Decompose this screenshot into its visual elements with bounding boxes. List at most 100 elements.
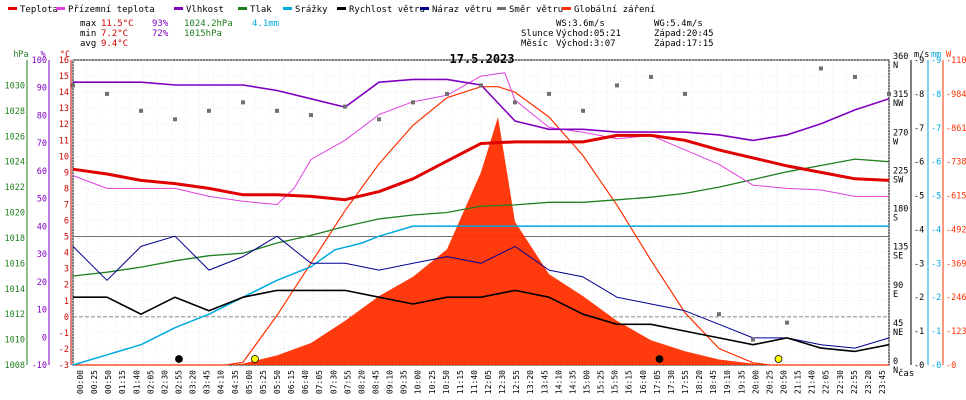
- axis-tick-label: 5: [64, 233, 69, 243]
- axis-tick-label: 1018: [5, 234, 25, 244]
- axis-tick-label: -3: [931, 259, 941, 269]
- wind-direction-point: [853, 74, 857, 79]
- axis-tick-label: 1016: [5, 259, 25, 269]
- axis-tick-label: -0: [914, 361, 924, 371]
- axis-tick-label: 12: [59, 120, 69, 130]
- axis-tick-label: 1026: [5, 132, 25, 142]
- axis-tick-label: 4: [64, 249, 69, 259]
- axis-tick-label: 70: [37, 139, 47, 149]
- stat-value: Západ:20:45: [654, 29, 714, 39]
- stat-value: 4.1mm: [252, 19, 279, 29]
- x-tick-label: 14:35: [568, 370, 577, 394]
- stat-value: max: [80, 19, 97, 29]
- direction-tick-label: 225: [893, 166, 908, 176]
- direction-letter-label: SE: [893, 252, 903, 262]
- x-tick-label: 08:45: [371, 370, 380, 394]
- x-tick-label: 19:35: [737, 370, 746, 394]
- wind-direction-point: [343, 104, 347, 109]
- wind-direction-point: [717, 312, 721, 317]
- stat-value: Východ:3:07: [556, 39, 616, 49]
- stat-value: Východ:05:21: [556, 29, 621, 39]
- series-line-rychlost-v-tru: [73, 289, 890, 353]
- x-tick-label: 18:45: [709, 370, 718, 394]
- wind-direction-point: [649, 74, 653, 79]
- direction-letter-label: E: [893, 290, 898, 300]
- axis-tick-label: 8: [64, 184, 69, 194]
- axis-tick-label: -7: [914, 124, 924, 134]
- x-tick-label: 04:10: [217, 370, 226, 394]
- axis-tick-label: -123: [946, 327, 966, 337]
- axis-tick-label: -8: [914, 90, 924, 100]
- wind-direction-point: [887, 91, 891, 96]
- stat-value: 93%: [152, 19, 169, 29]
- series-line-sr-ky: [72, 225, 889, 366]
- series-layer: [71, 66, 891, 366]
- axis-tick-label: 1008: [5, 361, 25, 371]
- x-tick-label: 15:25: [597, 370, 606, 394]
- x-tick-label: 12:55: [512, 370, 521, 394]
- x-tick-label: 05:00: [245, 370, 254, 394]
- axis-tick-label: 40: [37, 222, 47, 232]
- moonrise-marker: [175, 355, 183, 363]
- wind-direction-point: [581, 108, 585, 113]
- direction-letter-label: S: [893, 214, 898, 224]
- chart-title: 17.5.2023: [449, 52, 514, 66]
- wind-direction-point: [751, 337, 755, 342]
- axis-tick-label: -6: [931, 158, 941, 168]
- x-axis: 00:00 00:25 00:50 01:15 01:40 02:05 02:30 02:55…: [76, 370, 887, 394]
- legend-label: Náraz větru: [432, 5, 492, 15]
- axis-tick-label: 2: [64, 281, 69, 291]
- x-tick-label: 09:35: [400, 370, 409, 394]
- stat-value: min: [80, 29, 96, 39]
- right-axes: 0N45NE90E135SE180S225SW270W315NW360Nm/s-…: [893, 50, 966, 376]
- axis-tick-label: -3: [914, 259, 924, 269]
- axis-tick-label: 20: [37, 278, 47, 288]
- wind-direction-point: [241, 100, 245, 105]
- axis-tick-label: 1: [64, 297, 69, 307]
- x-tick-label: 21:15: [794, 370, 803, 394]
- axis-tick-label: -7: [931, 124, 941, 134]
- axis-tick-label: -369: [946, 259, 966, 269]
- radiation-area: [73, 117, 889, 365]
- legend-label: Vlhkost: [186, 5, 224, 15]
- legend-label: Globální záření: [574, 5, 655, 15]
- axis-tick-label: 9: [64, 168, 69, 178]
- x-tick-label: 10:50: [442, 370, 451, 394]
- x-tick-label: 16:40: [639, 370, 648, 394]
- x-tick-label: 20:00: [751, 370, 760, 394]
- axis-tick-label: -0: [931, 361, 941, 371]
- axis-tick-label: 11: [59, 136, 69, 146]
- x-tick-label: 07:55: [343, 370, 352, 394]
- axis-tick-label: 1022: [5, 183, 25, 193]
- direction-letter-label: W: [893, 137, 899, 147]
- axis-tick-label: -2: [931, 293, 941, 303]
- x-tick-label: 08:20: [357, 370, 366, 394]
- stat-value: 1024.2hPa: [184, 19, 233, 29]
- x-tick-label: 18:20: [695, 370, 704, 394]
- x-tick-label: 17:30: [667, 370, 676, 394]
- x-tick-label: 16:15: [625, 370, 634, 394]
- x-unit-label: čas: [898, 368, 914, 379]
- x-tick-label: 01:15: [118, 370, 127, 394]
- axis-tick-label: 16: [59, 56, 69, 66]
- x-tick-label: 07:30: [329, 370, 338, 394]
- series-line-tlak: [72, 158, 890, 277]
- axis-tick-label: -738: [946, 158, 966, 168]
- axis-tick-label: 1014: [5, 285, 25, 295]
- axis-tick-label: 15: [59, 72, 69, 82]
- legend-swatch: [337, 7, 346, 10]
- wind-direction-point: [377, 117, 381, 122]
- axis-tick-label: 6: [64, 217, 69, 227]
- legend-label: Srážky: [295, 5, 328, 15]
- x-tick-label: 00:25: [90, 370, 99, 394]
- direction-tick-label: 360: [893, 52, 908, 62]
- x-tick-label: 22:30: [836, 370, 845, 394]
- direction-letter-label: SW: [893, 175, 904, 185]
- axis-tick-label: -9: [931, 56, 941, 66]
- stat-value: 1015hPa: [184, 29, 222, 39]
- radiation-theoretical-line: [73, 86, 889, 366]
- axis-unit-label: hPa: [13, 50, 28, 60]
- axis-tick-label: 100: [32, 56, 47, 66]
- series-line-teplota: [72, 133, 890, 202]
- x-tick-label: 21:40: [808, 370, 817, 394]
